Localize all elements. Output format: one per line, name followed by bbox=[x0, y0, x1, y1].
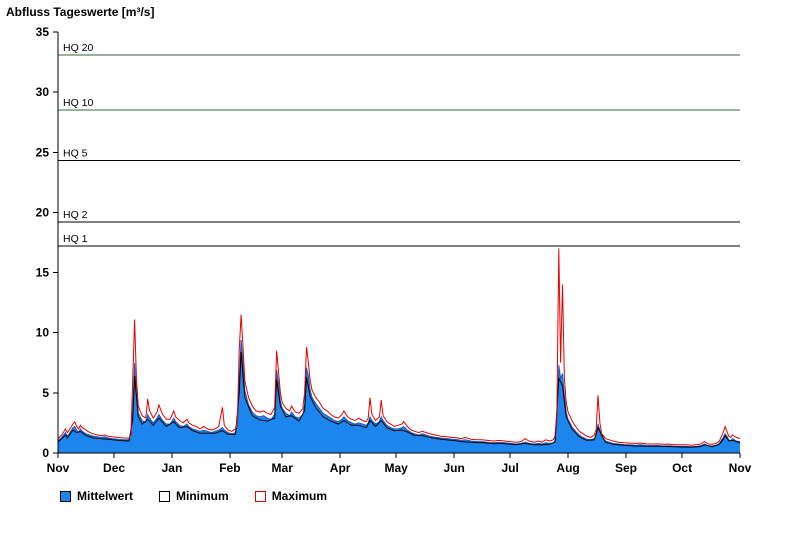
legend-label: Mittelwert bbox=[77, 489, 134, 503]
mean-area bbox=[58, 339, 740, 453]
x-tick-label: Nov bbox=[729, 461, 752, 475]
y-tick-label: 10 bbox=[36, 326, 50, 340]
maximum-line bbox=[57, 248, 741, 446]
x-tick-label: Apr bbox=[330, 461, 351, 475]
x-tick-label: Nov bbox=[47, 461, 70, 475]
legend-swatch-mittelwert bbox=[60, 490, 71, 502]
legend-label: Maximum bbox=[271, 489, 328, 503]
legend-swatch-minimum bbox=[159, 490, 171, 502]
y-tick-label: 25 bbox=[36, 145, 50, 159]
x-tick-label: Jan bbox=[162, 461, 183, 475]
y-tick-label: 0 bbox=[42, 446, 49, 460]
reference-line-label: HQ 10 bbox=[63, 97, 94, 109]
chart-legend: Mittelwert Minimum Maximum bbox=[60, 489, 327, 503]
x-tick-label: Feb bbox=[219, 461, 240, 475]
y-tick-label: 15 bbox=[36, 266, 50, 280]
series-group bbox=[57, 248, 741, 453]
reference-line-label: HQ 5 bbox=[63, 148, 88, 160]
chart-title: Abfluss Tageswerte [m³/s] bbox=[6, 5, 155, 19]
y-tick-label: 35 bbox=[36, 25, 50, 39]
reference-line-label: HQ 1 bbox=[63, 233, 88, 245]
legend-item-mittelwert: Mittelwert bbox=[60, 489, 133, 503]
x-tick-label: Mar bbox=[272, 461, 294, 475]
x-tick-label: Sep bbox=[615, 461, 637, 475]
axes: 0 5 10 15 20 25 30 35 Nov Dec Jan Feb Mar Apr May Jun Ju… bbox=[36, 25, 752, 475]
x-tick-label: Aug bbox=[556, 461, 579, 475]
reference-line-label: HQ 2 bbox=[63, 209, 88, 221]
x-tick-label: Jun bbox=[443, 461, 464, 475]
y-tick-label: 20 bbox=[36, 205, 50, 219]
legend-item-maximum: Maximum bbox=[254, 489, 328, 503]
minimum-line bbox=[57, 351, 741, 448]
x-tick-label: Dec bbox=[103, 461, 125, 475]
y-tick-label: 30 bbox=[36, 85, 50, 99]
legend-label: Minimum bbox=[176, 489, 229, 503]
legend-item-minimum: Minimum bbox=[159, 489, 229, 503]
reference-line-label: HQ 20 bbox=[63, 42, 94, 54]
x-tick-label: May bbox=[385, 461, 409, 475]
mean-line bbox=[57, 339, 741, 448]
x-tick-label: Jul bbox=[502, 461, 519, 475]
x-tick-label: Oct bbox=[672, 461, 692, 475]
legend-swatch-maximum bbox=[254, 490, 266, 502]
y-tick-label: 5 bbox=[42, 386, 49, 400]
reference-lines: HQ 20 HQ 10 HQ 5 HQ 2 HQ 1 bbox=[58, 42, 740, 247]
